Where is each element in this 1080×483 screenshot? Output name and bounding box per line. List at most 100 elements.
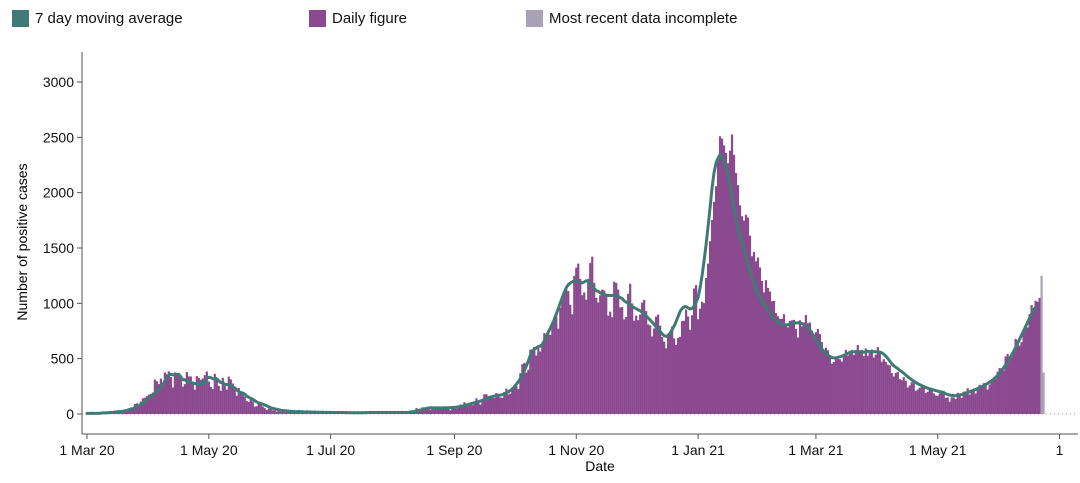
daily-bar (716, 158, 720, 414)
daily-bar (649, 325, 652, 414)
daily-bar (758, 267, 762, 414)
daily-bar (667, 333, 670, 414)
daily-bar (948, 401, 951, 414)
daily-bar (822, 351, 825, 414)
daily-bar (559, 307, 562, 414)
legend-item-daily[interactable]: Daily figure (309, 10, 407, 27)
daily-bar (455, 408, 458, 414)
daily-bar (966, 388, 969, 414)
daily-bar (878, 352, 881, 414)
daily-bar (279, 411, 282, 414)
daily-bar (247, 402, 250, 414)
daily-bar (169, 377, 172, 414)
daily-bar (710, 220, 714, 414)
x-tick-label: 1 Mar 21 (788, 442, 843, 458)
daily-bar (712, 201, 716, 414)
daily-bar (277, 409, 280, 414)
daily-bar (884, 361, 887, 414)
daily-bar (844, 349, 847, 414)
daily-bar (762, 292, 766, 414)
daily-bar (551, 325, 554, 414)
daily-bar (221, 377, 224, 414)
legend: 7 day moving average Daily figure Most r… (0, 10, 1080, 32)
daily-bar (237, 387, 240, 414)
daily-bar (493, 398, 496, 414)
daily-bar (972, 389, 975, 414)
daily-bar (1024, 327, 1027, 414)
legend-swatch-average (12, 10, 29, 27)
daily-bar (259, 402, 262, 414)
daily-bar (609, 311, 612, 414)
daily-bar (539, 351, 542, 414)
daily-bar (161, 386, 164, 414)
daily-bar (704, 277, 708, 414)
daily-bar (944, 397, 947, 414)
daily-bar (882, 359, 885, 414)
daily-bar (467, 406, 470, 414)
daily-bar (671, 326, 674, 414)
daily-bar (531, 352, 534, 414)
daily-bar (549, 334, 552, 414)
daily-bar (573, 275, 576, 414)
daily-bar (910, 382, 913, 414)
x-tick-label: 1 Sep 20 (426, 442, 482, 458)
daily-bar (900, 380, 903, 414)
daily-bar (181, 386, 184, 414)
daily-bar (485, 394, 488, 414)
y-tick-label: 500 (51, 351, 75, 367)
daily-bar (617, 289, 620, 414)
daily-bar (217, 385, 220, 414)
daily-bar (824, 347, 827, 414)
daily-bar (257, 402, 260, 414)
daily-bar (621, 307, 624, 414)
daily-bar (892, 376, 895, 414)
daily-bar (790, 320, 794, 414)
daily-bar (125, 410, 129, 414)
daily-bar (936, 395, 939, 414)
daily-bar (1022, 332, 1025, 414)
daily-bar (746, 217, 750, 414)
daily-bar (675, 344, 678, 414)
daily-bar (505, 388, 508, 414)
daily-bar (848, 350, 851, 414)
daily-bar (263, 408, 266, 414)
daily-bar (866, 355, 869, 414)
daily-bar (291, 412, 294, 414)
daily-bar (255, 406, 258, 414)
daily-bar (553, 316, 556, 414)
daily-bar (752, 251, 756, 414)
daily-bar (479, 404, 482, 414)
daily-bar (435, 408, 438, 414)
legend-swatch-incomplete (526, 10, 543, 27)
daily-bar (880, 361, 883, 414)
daily-bar (804, 314, 808, 414)
legend-item-average[interactable]: 7 day moving average (12, 10, 183, 27)
daily-bar (1036, 301, 1039, 414)
daily-bar (515, 384, 518, 414)
daily-bar (541, 345, 544, 414)
legend-item-incomplete[interactable]: Most recent data incomplete (526, 10, 737, 27)
daily-bar (820, 342, 823, 414)
daily-bar (886, 364, 889, 414)
incomplete-bar (1042, 372, 1045, 414)
y-tick-label: 2500 (43, 129, 74, 145)
daily-bar (726, 163, 730, 414)
daily-bar (655, 316, 658, 414)
daily-bar (131, 409, 135, 414)
daily-bar (179, 379, 182, 414)
daily-bar (862, 356, 865, 414)
daily-bar (872, 357, 875, 414)
daily-bar (119, 412, 123, 414)
daily-bar (834, 359, 837, 414)
daily-bar (447, 407, 450, 414)
daily-bar (583, 292, 586, 414)
daily-bar (980, 385, 983, 414)
daily-bar (121, 411, 125, 414)
daily-bar (641, 302, 644, 414)
daily-bar (782, 314, 786, 414)
daily-bar (507, 394, 510, 414)
daily-bar (205, 371, 208, 414)
daily-bar (597, 302, 600, 414)
daily-bar (677, 338, 680, 414)
x-tick-labels: 1 Mar 20 1 May 20 1 Jul 20 1 Sep 20 1 Nov 20… (59, 434, 1064, 458)
